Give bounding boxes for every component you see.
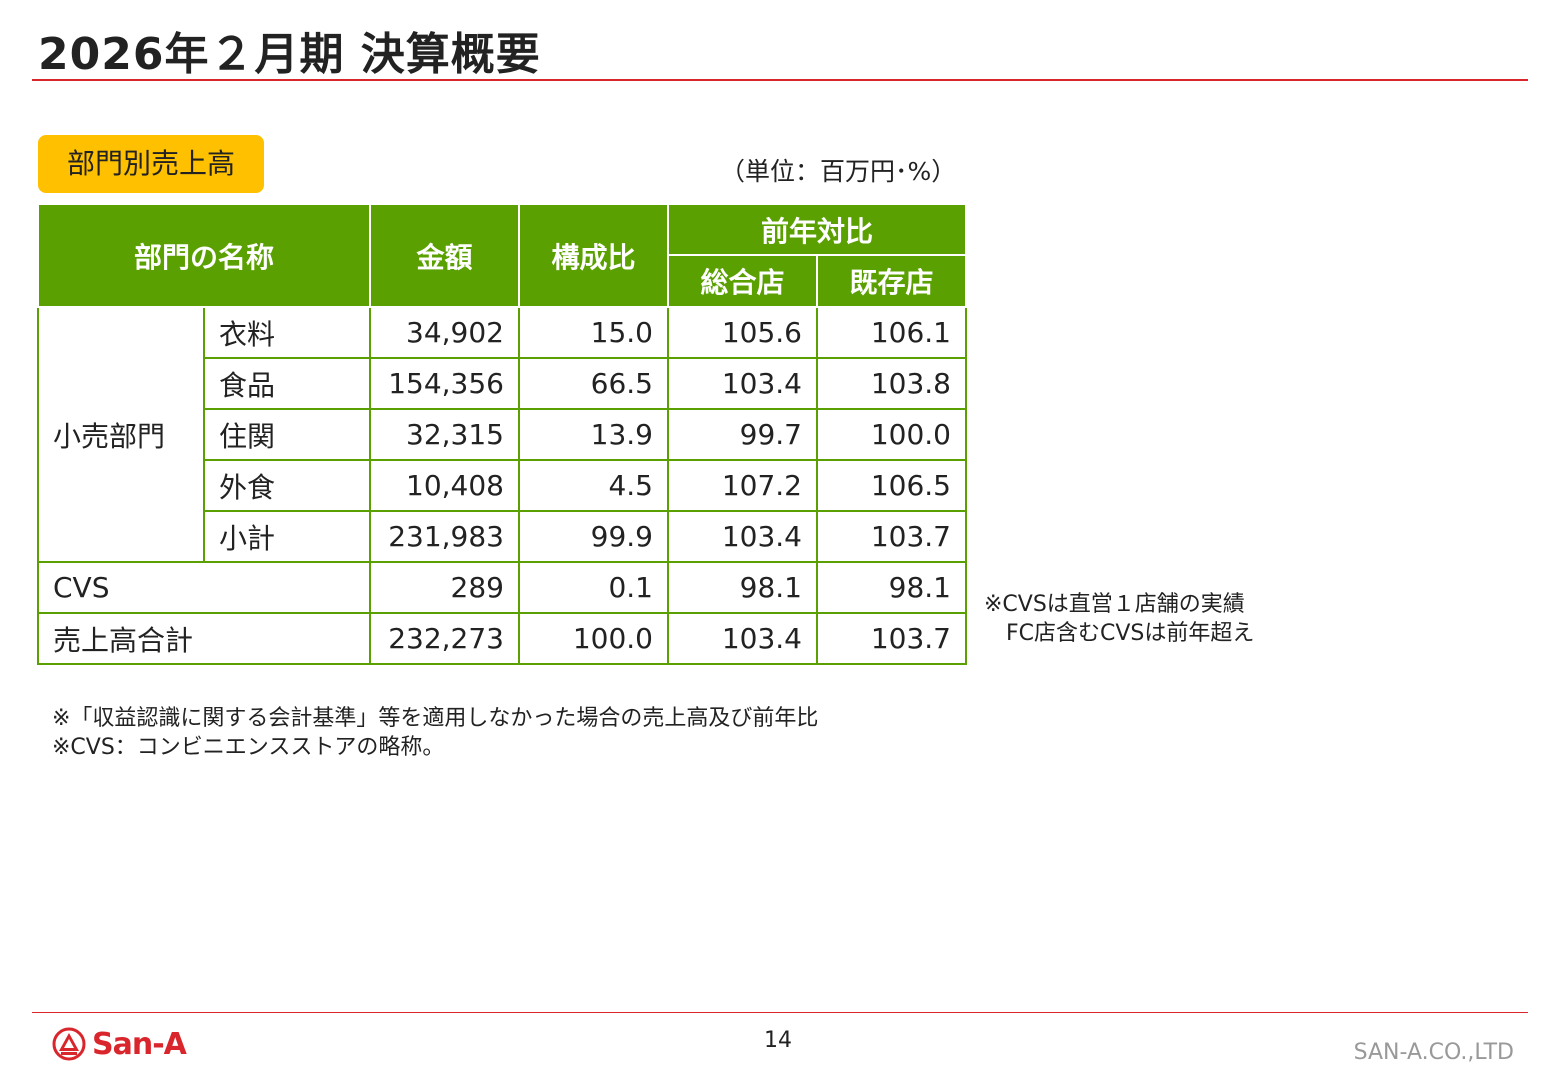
row-ratio: 99.9 — [518, 510, 669, 563]
company-logo: San-A — [52, 1026, 187, 1062]
row-yoy-existing: 103.7 — [816, 612, 967, 665]
side-note-line: FC店含むCVSは前年超え — [1006, 621, 1255, 646]
row-yoy-all: 103.4 — [667, 357, 818, 410]
footer-divider — [32, 1012, 1528, 1013]
sales-by-department-table: 部門の名称 金額 構成比 前年対比 総合店 既存店 小売部門 衣料 34,902… — [37, 203, 967, 665]
row-amount: 231,983 — [369, 510, 520, 563]
san-a-mark-icon — [52, 1027, 86, 1061]
table-row: 外食 10,408 4.5 107.2 106.5 — [38, 459, 967, 512]
table-row: 小計 231,983 99.9 103.4 103.7 — [38, 510, 967, 563]
row-amount: 34,902 — [369, 306, 520, 359]
row-name: 小計 — [203, 510, 371, 563]
row-name: CVS — [37, 561, 371, 614]
page-number: 14 — [764, 1028, 792, 1053]
table-row-total: 売上高合計 232,273 100.0 103.4 103.7 — [37, 612, 967, 665]
header-all-stores: 総合店 — [667, 254, 818, 308]
row-yoy-all: 99.7 — [667, 408, 818, 461]
unit-note: （単位：百万円･%） — [720, 157, 957, 186]
row-yoy-all: 103.4 — [667, 510, 818, 563]
table-row: 住関 32,315 13.9 99.7 100.0 — [38, 408, 967, 461]
row-amount: 32,315 — [369, 408, 520, 461]
row-ratio: 0.1 — [518, 561, 669, 614]
row-yoy-all: 105.6 — [667, 306, 818, 359]
row-name: 食品 — [203, 357, 371, 410]
group-label-retail: 小売部門 — [37, 306, 205, 563]
row-yoy-existing: 103.7 — [816, 510, 967, 563]
cvs-side-note: ※CVSは直営１店舗の実績 FC店含むCVSは前年超え — [984, 590, 1254, 648]
table-row: 小売部門 衣料 34,902 15.0 105.6 106.1 — [37, 306, 967, 563]
row-name: 衣料 — [203, 306, 371, 359]
row-yoy-existing: 100.0 — [816, 408, 967, 461]
table-row: 食品 154,356 66.5 103.4 103.8 — [38, 357, 967, 410]
table-row-cvs: CVS 289 0.1 98.1 98.1 — [37, 561, 967, 614]
row-ratio: 4.5 — [518, 459, 669, 512]
row-ratio: 15.0 — [518, 306, 669, 359]
section-label: 部門別売上高 — [38, 135, 264, 193]
header-amount: 金額 — [369, 203, 520, 308]
row-name: 外食 — [203, 459, 371, 512]
row-amount: 289 — [369, 561, 520, 614]
row-yoy-existing: 106.5 — [816, 459, 967, 512]
row-yoy-existing: 98.1 — [816, 561, 967, 614]
header-yoy: 前年対比 — [667, 203, 967, 256]
row-ratio: 66.5 — [518, 357, 669, 410]
page-title: 2026年２月期 決算概要 — [38, 29, 541, 80]
company-name: SAN-A.CO.,LTD — [1353, 1040, 1514, 1065]
side-note-line: ※CVSは直営１店舗の実績 — [984, 592, 1245, 617]
footnotes: ※「収益認識に関する会計基準」等を適用しなかった場合の売上高及び前年比 ※CVS… — [52, 704, 818, 762]
row-ratio: 100.0 — [518, 612, 669, 665]
row-name: 住関 — [203, 408, 371, 461]
row-amount: 232,273 — [369, 612, 520, 665]
footnote: ※CVS：コンビニエンスストアの略称。 — [52, 735, 445, 760]
row-yoy-existing: 103.8 — [816, 357, 967, 410]
row-yoy-all: 98.1 — [667, 561, 818, 614]
row-yoy-all: 103.4 — [667, 612, 818, 665]
row-yoy-existing: 106.1 — [816, 306, 967, 359]
header-name: 部門の名称 — [37, 203, 371, 308]
row-yoy-all: 107.2 — [667, 459, 818, 512]
header-ratio: 構成比 — [518, 203, 669, 308]
title-divider — [32, 79, 1528, 81]
footnote: ※「収益認識に関する会計基準」等を適用しなかった場合の売上高及び前年比 — [52, 706, 819, 731]
header-existing-stores: 既存店 — [816, 254, 967, 308]
row-name: 売上高合計 — [37, 612, 371, 665]
row-amount: 10,408 — [369, 459, 520, 512]
logo-text: San-A — [92, 1026, 187, 1062]
row-ratio: 13.9 — [518, 408, 669, 461]
row-amount: 154,356 — [369, 357, 520, 410]
